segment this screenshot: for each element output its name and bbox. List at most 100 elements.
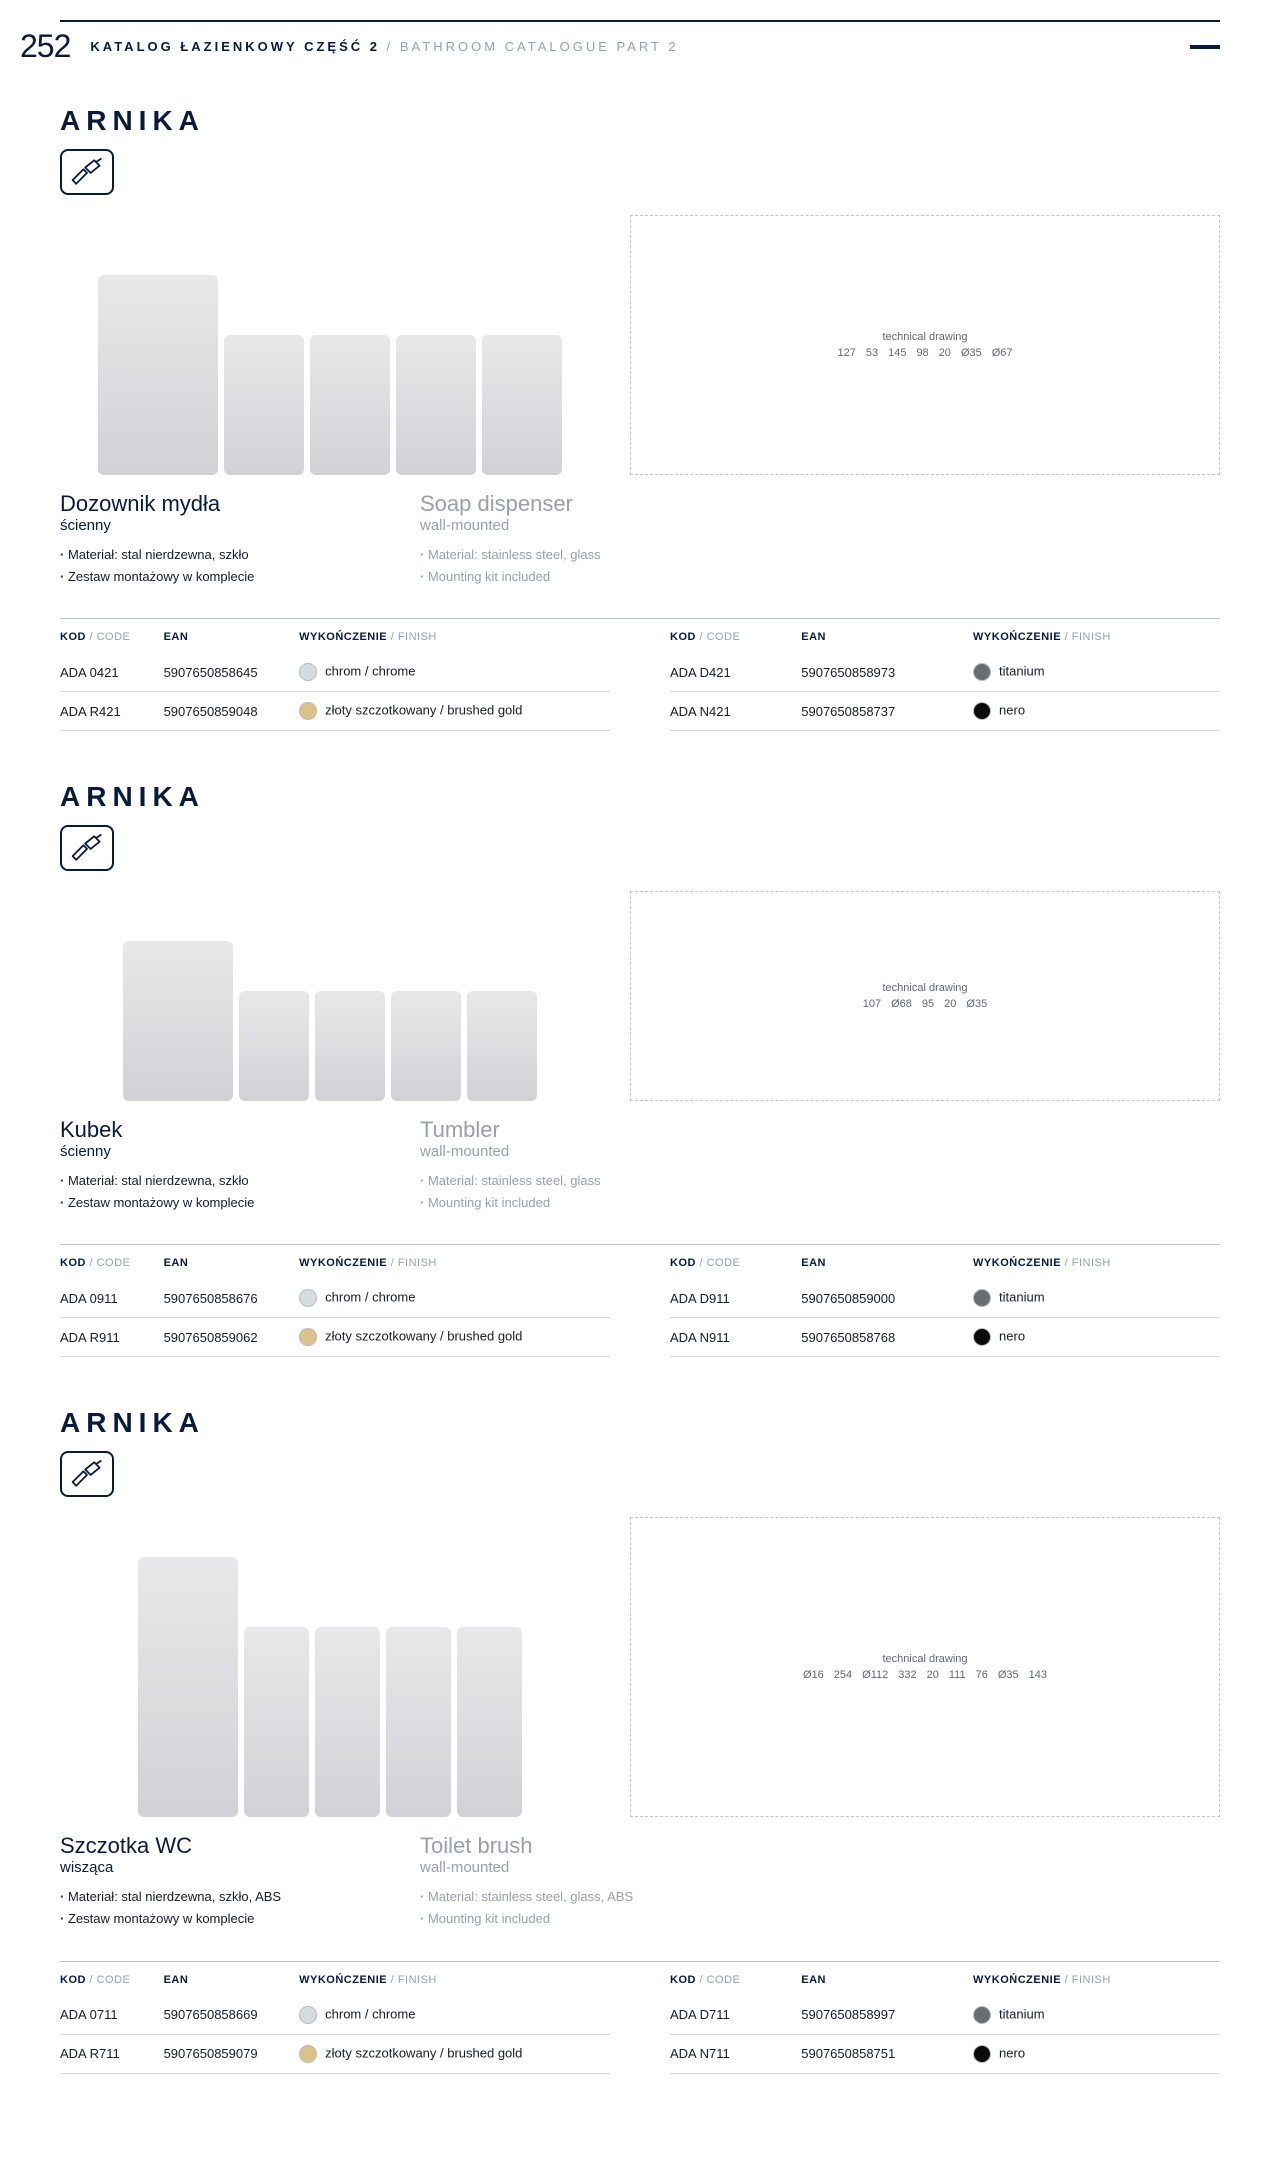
dimensions-list: 107Ø689520Ø35 <box>863 998 987 1010</box>
col-ean: EAN <box>801 627 973 653</box>
install-icon <box>60 1451 114 1497</box>
dimension-value: Ø35 <box>961 347 982 359</box>
finish-swatch-icon <box>299 2006 317 2024</box>
product-photo-variant <box>244 1627 309 1817</box>
cell-ean: 5907650858669 <box>164 1996 300 2035</box>
catalog-title-pl: KATALOG ŁAZIENKOWY CZĘŚĆ 2 <box>90 39 380 54</box>
finish-swatch-icon <box>973 2045 991 2063</box>
bullet-item: Mounting kit included <box>420 1192 700 1214</box>
col-code: KOD / CODE <box>670 627 801 653</box>
technical-drawing: technical drawing 127531459820Ø35Ø67 <box>630 215 1220 475</box>
hero-row: technical drawing 127531459820Ø35Ø67 <box>60 215 1220 475</box>
cell-finish: chrom / chrome <box>299 653 610 692</box>
bullet-item: Zestaw montażowy w komplecie <box>60 1192 340 1214</box>
bullet-item: Material: stainless steel, glass, ABS <box>420 1886 700 1908</box>
product-photo-variant <box>224 335 304 475</box>
finish-swatch-icon <box>973 702 991 720</box>
spec-table-left: KOD / CODE EAN WYKOŃCZENIE / FINISH ADA … <box>60 627 610 731</box>
col-code: KOD / CODE <box>60 627 164 653</box>
collection-name: ARNIKA <box>60 781 1220 813</box>
hero-row: technical drawing 107Ø689520Ø35 <box>60 891 1220 1101</box>
cell-code: ADA 0711 <box>60 1996 164 2035</box>
product-photo-variant <box>457 1627 522 1817</box>
spec-tables: KOD / CODE EAN WYKOŃCZENIE / FINISH ADA … <box>60 1244 1220 1357</box>
cell-finish: złoty szczotkowany / brushed gold <box>299 692 610 731</box>
name-col-pl: Dozownik mydła ścienny Materiał: stal ni… <box>60 491 340 588</box>
product-sub-en: wall-mounted <box>420 1143 700 1160</box>
collection-name: ARNIKA <box>60 105 1220 137</box>
product-name-en: Soap dispenser <box>420 491 700 517</box>
spec-table-right: KOD / CODE EAN WYKOŃCZENIE / FINISH ADA … <box>670 627 1220 731</box>
product-sub-pl: wisząca <box>60 1859 340 1876</box>
page-header: 252 KATALOG ŁAZIENKOWY CZĘŚĆ 2 / BATHROO… <box>60 20 1220 65</box>
cell-finish: titanium <box>973 653 1220 692</box>
technical-drawing: technical drawing Ø16254Ø1123322011176Ø3… <box>630 1517 1220 1817</box>
dimension-value: Ø67 <box>992 347 1013 359</box>
hero-row: technical drawing Ø16254Ø1123322011176Ø3… <box>60 1517 1220 1817</box>
dimension-value: 20 <box>944 998 956 1010</box>
cell-finish: nero <box>973 1318 1220 1357</box>
tech-drawing-label: technical drawing <box>883 331 968 343</box>
bullet-item: Zestaw montażowy w komplecie <box>60 566 340 588</box>
col-code: KOD / CODE <box>670 1970 801 1996</box>
hand-icon <box>69 157 105 187</box>
dimension-value: Ø16 <box>803 1669 824 1681</box>
cell-ean: 5907650858997 <box>801 1996 973 2035</box>
finish-swatch-icon <box>299 663 317 681</box>
finish-swatch-icon <box>299 702 317 720</box>
cell-finish: chrom / chrome <box>299 1996 610 2035</box>
bullets-en: Material: stainless steel, glass, ABSMou… <box>420 1886 700 1930</box>
spec-row: ADA N421 5907650858737 nero <box>670 692 1220 731</box>
bullets-pl: Materiał: stal nierdzewna, szkło, ABSZes… <box>60 1886 340 1930</box>
cell-code: ADA R711 <box>60 2034 164 2073</box>
cell-code: ADA D911 <box>670 1279 801 1318</box>
col-code: KOD / CODE <box>60 1970 164 1996</box>
spec-row: ADA D911 5907650859000 titanium <box>670 1279 1220 1318</box>
product-photo-variant <box>467 991 537 1101</box>
cell-ean: 5907650859062 <box>164 1318 300 1357</box>
dimension-value: 98 <box>916 347 928 359</box>
spec-table-right: KOD / CODE EAN WYKOŃCZENIE / FINISH ADA … <box>670 1253 1220 1357</box>
cell-code: ADA R421 <box>60 692 164 731</box>
product-section: ARNIKA technical drawing 107Ø689520Ø35 <box>60 781 1220 1357</box>
col-ean: EAN <box>164 1253 300 1279</box>
bullets-pl: Materiał: stal nierdzewna, szkłoZestaw m… <box>60 544 340 588</box>
cell-finish: nero <box>973 2034 1220 2073</box>
col-finish: WYKOŃCZENIE / FINISH <box>973 627 1220 653</box>
tech-drawing-label: technical drawing <box>883 1653 968 1665</box>
cell-code: ADA D711 <box>670 1996 801 2035</box>
product-sub-en: wall-mounted <box>420 1859 700 1876</box>
cell-code: ADA N711 <box>670 2034 801 2073</box>
dimensions-list: 127531459820Ø35Ø67 <box>837 347 1012 359</box>
bullet-item: Materiał: stal nierdzewna, szkło <box>60 1170 340 1192</box>
hand-icon <box>69 833 105 863</box>
cell-code: ADA 0911 <box>60 1279 164 1318</box>
dimension-value: 127 <box>837 347 855 359</box>
cell-ean: 5907650858645 <box>164 653 300 692</box>
bullets-en: Material: stainless steel, glassMounting… <box>420 1170 700 1214</box>
name-row: Dozownik mydła ścienny Materiał: stal ni… <box>60 491 1220 588</box>
bullet-item: Mounting kit included <box>420 566 700 588</box>
technical-drawing: technical drawing 107Ø689520Ø35 <box>630 891 1220 1101</box>
dimension-value: 254 <box>834 1669 852 1681</box>
name-col-en: Tumbler wall-mounted Material: stainless… <box>420 1117 700 1214</box>
bullets-en: Material: stainless steel, glassMounting… <box>420 544 700 588</box>
finish-swatch-icon <box>973 663 991 681</box>
name-col-en: Toilet brush wall-mounted Material: stai… <box>420 1833 700 1930</box>
col-code: KOD / CODE <box>60 1253 164 1279</box>
col-ean: EAN <box>801 1253 973 1279</box>
cell-finish: titanium <box>973 1279 1220 1318</box>
finish-swatch-icon <box>299 1328 317 1346</box>
bullet-item: Materiał: stal nierdzewna, szkło <box>60 544 340 566</box>
product-sub-en: wall-mounted <box>420 517 700 534</box>
spec-row: ADA 0421 5907650858645 chrom / chrome <box>60 653 610 692</box>
tech-drawing-label: technical drawing <box>883 982 968 994</box>
product-name-pl: Kubek <box>60 1117 340 1143</box>
product-photos <box>60 235 600 475</box>
cell-ean: 5907650858737 <box>801 692 973 731</box>
cell-finish: titanium <box>973 1996 1220 2035</box>
install-icon <box>60 149 114 195</box>
product-name-pl: Szczotka WC <box>60 1833 340 1859</box>
dimension-value: Ø35 <box>998 1669 1019 1681</box>
cell-code: ADA N911 <box>670 1318 801 1357</box>
